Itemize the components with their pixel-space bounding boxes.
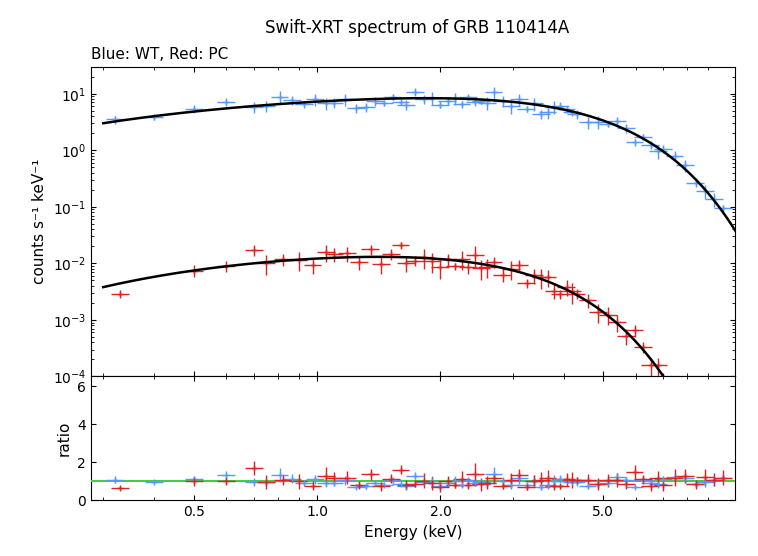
Text: Swift-XRT spectrum of GRB 110414A: Swift-XRT spectrum of GRB 110414A <box>265 19 569 37</box>
Y-axis label: ratio: ratio <box>57 421 72 456</box>
Text: Blue: WT, Red: PC: Blue: WT, Red: PC <box>91 47 228 62</box>
Y-axis label: counts s⁻¹ keV⁻¹: counts s⁻¹ keV⁻¹ <box>32 159 47 284</box>
X-axis label: Energy (keV): Energy (keV) <box>364 525 462 540</box>
